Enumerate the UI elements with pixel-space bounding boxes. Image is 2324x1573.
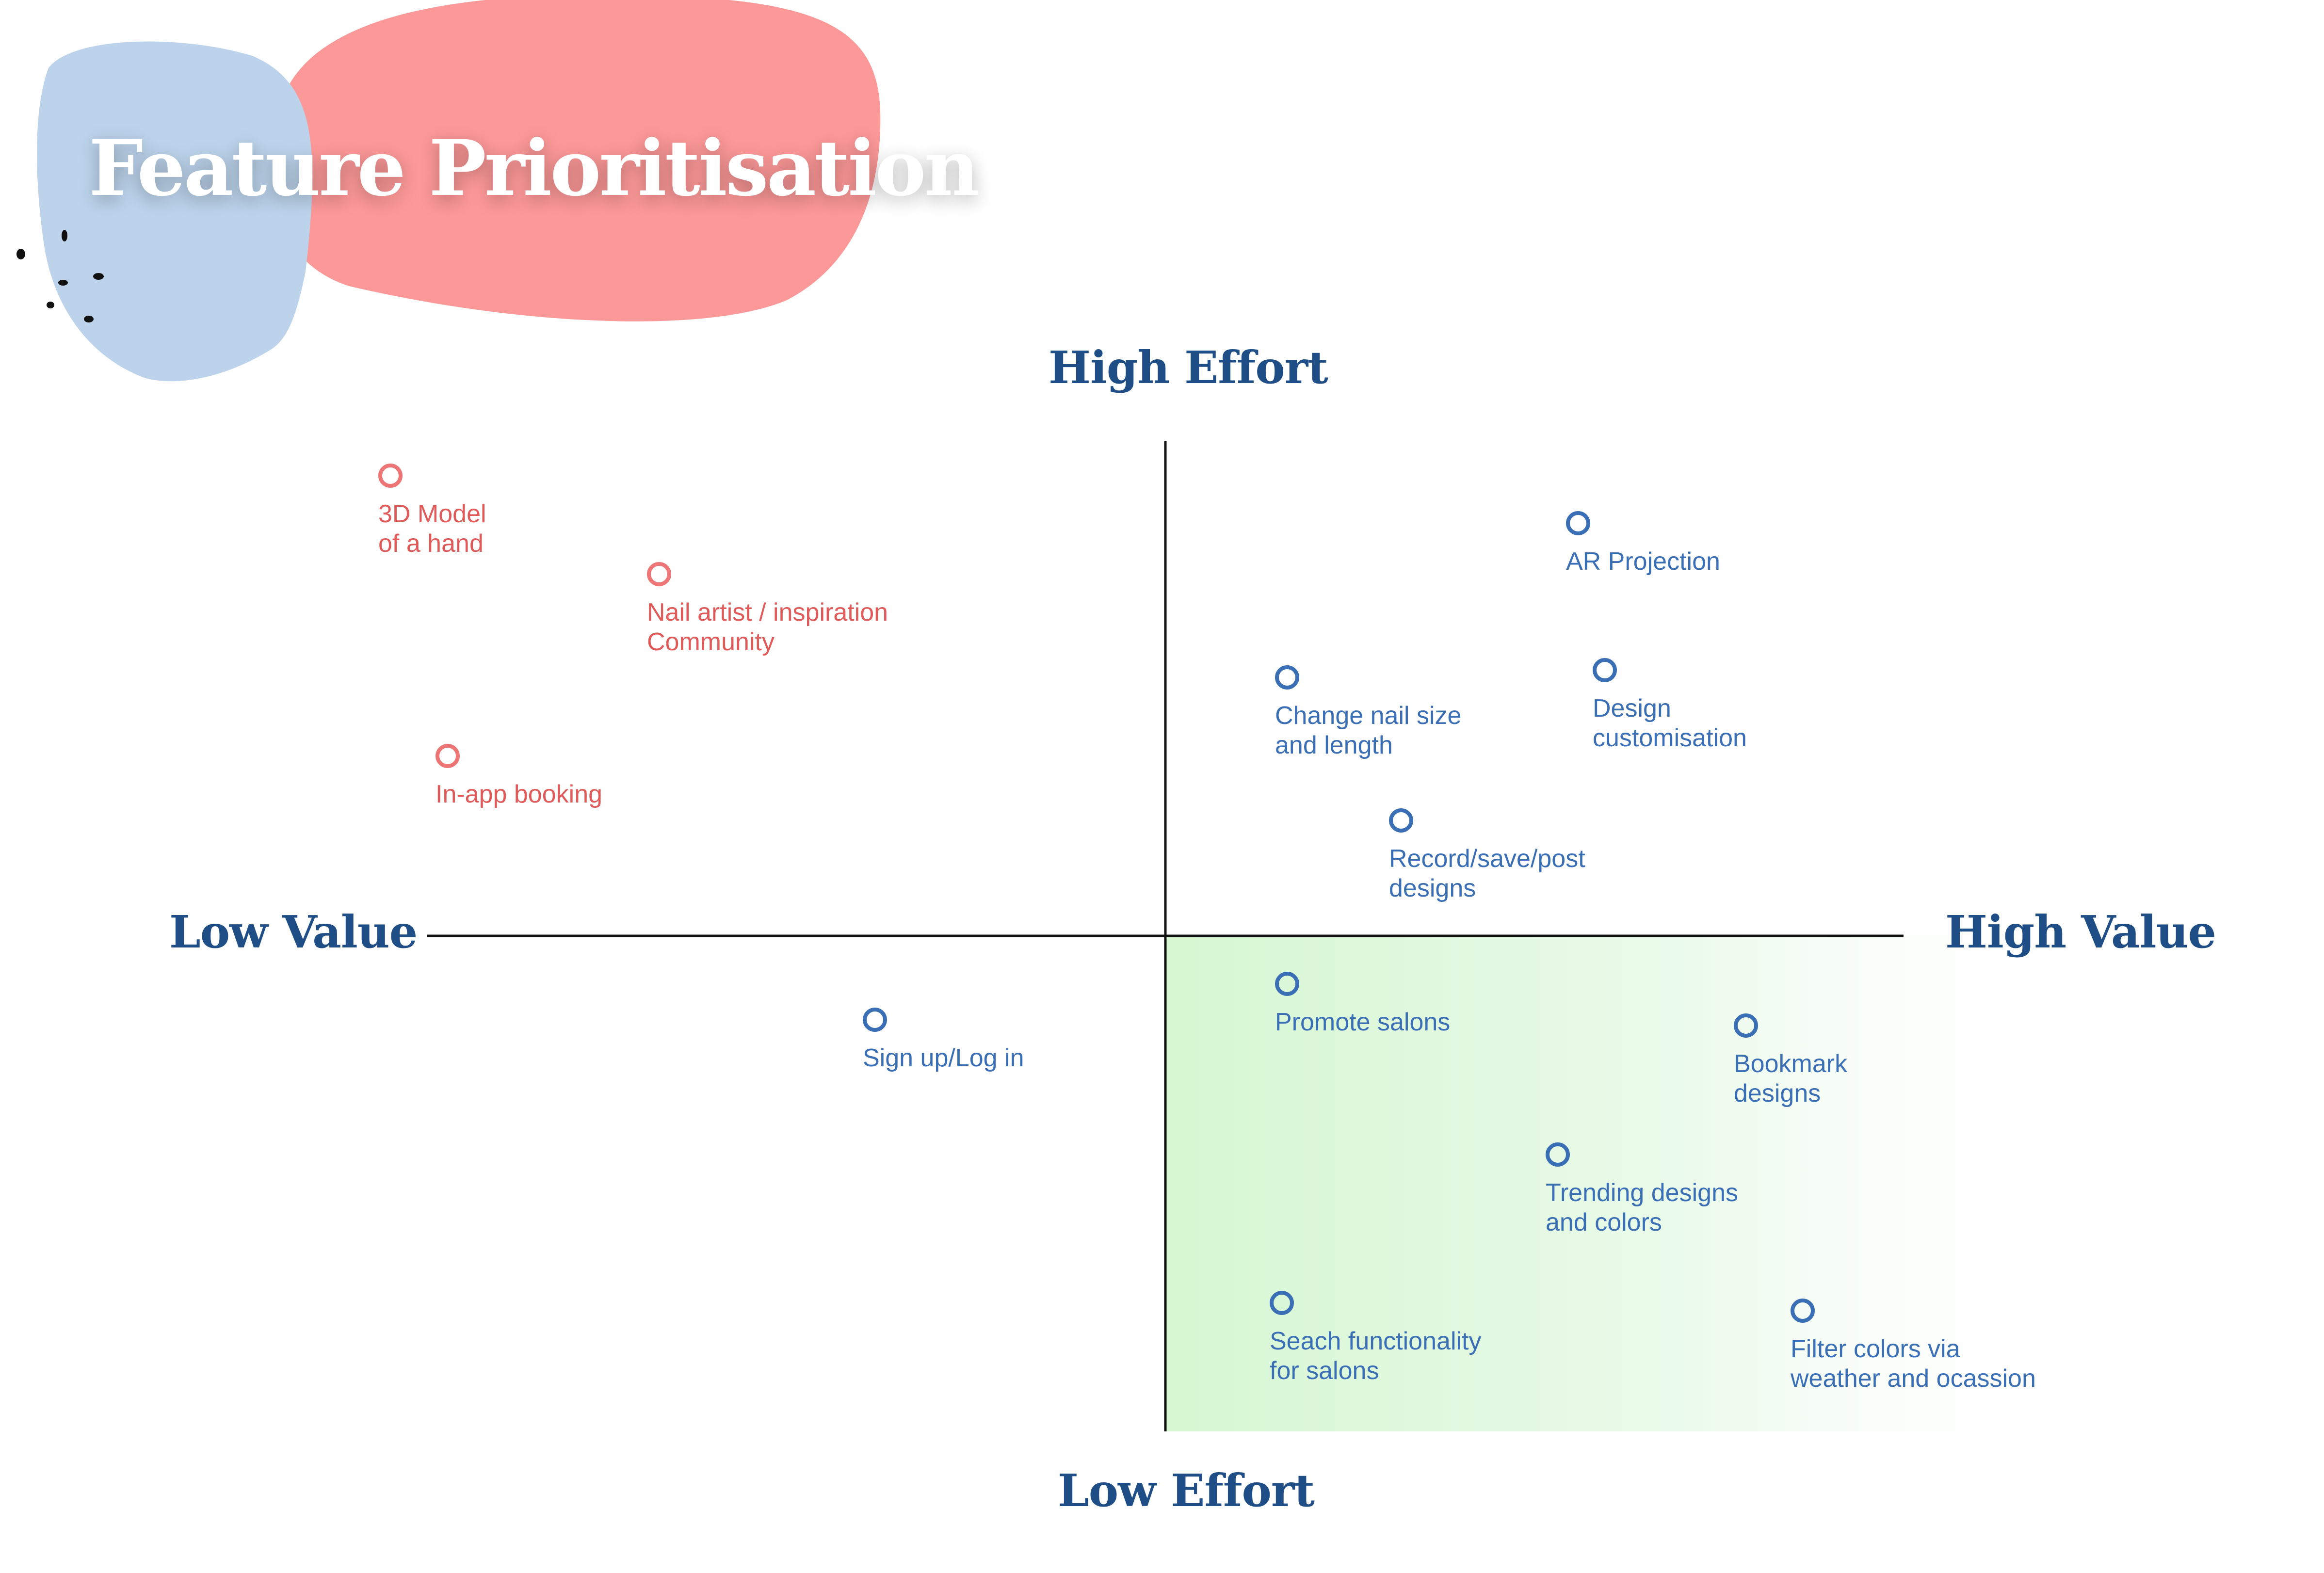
circle-marker-icon: [863, 1008, 887, 1032]
feature-label: Sign up/Log in: [863, 1044, 1024, 1072]
feature-label: AR Projection: [1566, 547, 1720, 576]
circle-marker-icon: [436, 744, 460, 768]
circle-marker-icon: [1275, 665, 1299, 690]
circle-marker-icon: [1270, 1291, 1294, 1315]
decorative-blue-blob: [37, 41, 313, 382]
axis-label-low-effort: Low Effort: [1058, 1464, 1315, 1517]
page-title: Feature Prioritisation: [89, 124, 980, 213]
feature-label: Change nail size and length: [1275, 702, 1462, 759]
feature-label: In-app booking: [436, 780, 603, 808]
circle-marker-icon: [1791, 1299, 1815, 1323]
axis-label-high-effort: High Effort: [1049, 341, 1328, 394]
feature-label: Design customisation: [1593, 694, 1747, 752]
decorative-red-blob: [270, 0, 881, 321]
feature-label: Trending designs and colors: [1546, 1179, 1738, 1236]
circle-marker-icon: [647, 562, 671, 586]
feature-label: Promote salons: [1275, 1008, 1451, 1036]
circle-marker-icon: [1389, 808, 1413, 833]
feature-label: Nail artist / inspiration Community: [647, 598, 888, 656]
feature-label: Filter colors via weather and ocassion: [1791, 1335, 2036, 1393]
feature-label: Record/save/post designs: [1389, 845, 1585, 902]
feature-label: 3D Model of a hand: [378, 500, 486, 558]
feature-label: Bookmark designs: [1734, 1050, 1848, 1108]
circle-marker-icon: [1546, 1142, 1570, 1167]
circle-marker-icon: [1593, 658, 1617, 682]
circle-marker-icon: [378, 464, 403, 488]
circle-marker-icon: [1566, 511, 1590, 535]
circle-marker-icon: [1275, 972, 1299, 996]
decorative-dots: [16, 230, 104, 322]
quick-wins-quadrant: [1165, 936, 2095, 1431]
circle-marker-icon: [1734, 1013, 1758, 1038]
axis-label-low-value: Low Value: [169, 906, 418, 958]
axis-label-high-value: High Value: [1945, 906, 2216, 958]
feature-label: Seach functionality for salons: [1270, 1327, 1482, 1385]
